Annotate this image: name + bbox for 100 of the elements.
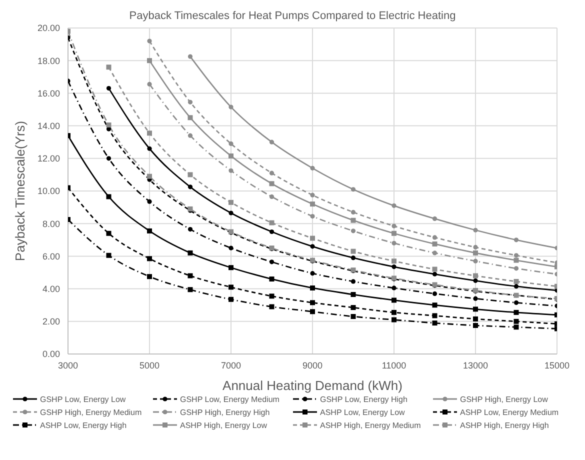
x-tick-label: 7000 [220, 360, 242, 370]
point [473, 273, 478, 278]
point [188, 184, 193, 190]
legend-label: GSHP Low, Energy High [320, 394, 408, 404]
point [269, 229, 274, 234]
point [228, 168, 234, 173]
point [392, 203, 396, 208]
point [147, 146, 152, 151]
point [350, 218, 356, 223]
point [350, 314, 356, 320]
point [106, 122, 112, 128]
point [228, 296, 234, 302]
x-tick-label: 3000 [58, 360, 78, 370]
y-tick-label: 4.00 [42, 284, 60, 294]
point [432, 313, 438, 318]
point [106, 252, 112, 258]
x-tick-label: 5000 [139, 360, 160, 370]
point [269, 260, 274, 264]
point [228, 284, 234, 290]
point [514, 258, 519, 263]
point [147, 130, 152, 136]
point [269, 194, 274, 200]
point [228, 246, 234, 250]
legend-label: ASHP Low, Energy Low [320, 408, 405, 416]
point [147, 199, 152, 204]
point [350, 187, 356, 192]
point [473, 228, 478, 232]
point [392, 230, 396, 236]
point [310, 236, 315, 241]
point [188, 172, 193, 178]
point [350, 210, 356, 214]
legend-label: GSHP High, Energy Low [460, 394, 548, 404]
point [228, 265, 234, 270]
point [392, 310, 396, 315]
point [432, 241, 438, 246]
point [514, 284, 519, 289]
y-tick-label: 8.00 [42, 218, 60, 229]
point [269, 181, 274, 186]
x-axis-title: Annual Heating Demand (kWh) [222, 378, 402, 393]
x-tick-label: 15000 [544, 360, 570, 370]
point [188, 54, 193, 59]
point [473, 322, 478, 328]
point [392, 224, 396, 228]
point [392, 264, 396, 270]
point [310, 309, 315, 314]
y-tick-label: 18.00 [37, 56, 60, 66]
point [473, 244, 478, 250]
point [228, 210, 234, 216]
point [147, 38, 152, 44]
y-tick-label: 6.00 [42, 251, 60, 262]
point [228, 141, 234, 146]
point [514, 300, 519, 305]
point [269, 140, 274, 144]
point [392, 298, 396, 303]
x-tick-label: 9000 [302, 360, 323, 370]
legend-label: GSHP Low, Energy Low [40, 394, 126, 404]
point [350, 305, 356, 310]
point [106, 156, 112, 161]
y-tick-label: 2.00 [42, 316, 60, 327]
point [106, 194, 112, 200]
point [310, 271, 315, 276]
point [147, 174, 152, 179]
point [106, 64, 112, 70]
point [473, 316, 478, 322]
point [473, 296, 478, 301]
x-tick-label: 13000 [462, 360, 488, 370]
point [310, 285, 315, 290]
point [432, 250, 438, 256]
point [310, 166, 315, 170]
point [392, 258, 396, 264]
point [310, 192, 315, 198]
point [514, 278, 519, 284]
point [432, 235, 438, 240]
point [269, 276, 274, 282]
point [147, 256, 152, 262]
point [473, 306, 478, 312]
point [514, 266, 519, 271]
point [188, 250, 193, 256]
point [350, 248, 356, 254]
point [350, 228, 356, 234]
point [188, 273, 193, 278]
point [106, 230, 112, 236]
point [392, 240, 396, 246]
legend-label: ASHP High, Energy High [460, 420, 549, 430]
point [106, 126, 112, 132]
point [310, 300, 315, 306]
point [473, 278, 478, 283]
point [147, 82, 152, 87]
point [310, 244, 315, 249]
point [432, 266, 438, 272]
point [269, 294, 274, 299]
y-axis-title: Payback Timescale(Yrs) [12, 120, 28, 262]
point [514, 253, 519, 258]
legend-label: ASHP Low, Energy High [40, 420, 127, 430]
legend-label: ASHP High, Energy Medium [320, 420, 421, 430]
point [514, 310, 519, 315]
point [188, 115, 193, 120]
y-tick-label: 20.00 [37, 23, 60, 34]
point [269, 170, 274, 176]
point [432, 302, 438, 308]
